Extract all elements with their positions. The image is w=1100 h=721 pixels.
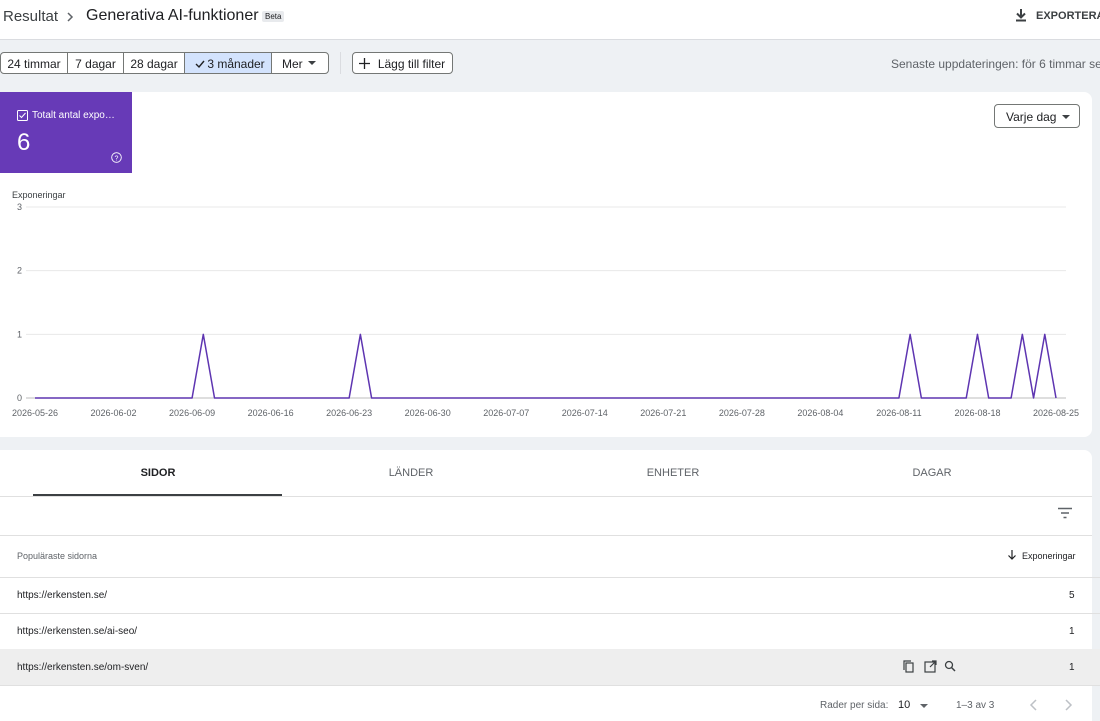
check-icon (195, 60, 205, 69)
table-row[interactable]: https://erkensten.se/ai-seo/ 1 (0, 613, 1100, 650)
page-url: https://erkensten.se/om-sven/ (17, 662, 149, 673)
metric-label: Totalt antal exponeringar (32, 110, 118, 121)
granularity-select[interactable]: Varje dag (994, 104, 1080, 128)
header: Resultat Generativa AI-funktioner Beta E… (0, 0, 1100, 40)
tab[interactable]: DAGAR (912, 467, 952, 479)
chart-card (0, 92, 1092, 437)
x-tick-label: 2026-07-14 (562, 408, 608, 418)
tab[interactable]: LÄNDER (388, 467, 434, 479)
metric-value: 6 (17, 129, 31, 156)
svg-text:?: ? (115, 156, 119, 163)
x-tick-label: 2026-06-23 (326, 408, 372, 418)
tab-indicator (33, 494, 282, 496)
metric-tile[interactable]: Totalt antal exponeringar 6 ? (0, 92, 132, 173)
x-tick-label: 2026-05-26 (12, 408, 58, 418)
download-icon (1016, 9, 1026, 22)
page-title: Generativa AI-funktioner (86, 7, 259, 24)
plus-icon (359, 58, 370, 69)
x-tick-label: 2026-08-04 (797, 408, 843, 418)
range-chip[interactable]: 24 timmar (0, 52, 68, 74)
impressions: 1 (1069, 662, 1075, 673)
x-tick-label: 2026-07-28 (719, 408, 765, 418)
page-nav[interactable] (1028, 699, 1078, 711)
y-tick-label: 0 (17, 393, 22, 403)
beta-badge: Beta (262, 11, 285, 22)
line-chart: Exponeringar 0 1 2 3 2026-05-26 2026-06-02 2026… (12, 190, 1079, 418)
export-button[interactable]: EXPORTERA (1036, 10, 1100, 22)
tab[interactable]: ENHETER (646, 467, 700, 479)
divider (340, 52, 341, 74)
more-chip[interactable]: Mer (271, 52, 329, 74)
range-chip-selected[interactable]: 3 månader (184, 52, 272, 74)
x-tick-label: 2026-08-25 (1033, 408, 1079, 418)
x-tick-label: 2026-08-11 (876, 408, 921, 418)
rows-per-page-value[interactable]: 10 (898, 699, 911, 711)
y-tick-label: 2 (17, 266, 22, 276)
data-line (35, 333, 1057, 399)
column-header: Populäraste sidorna (17, 551, 98, 561)
range-chip[interactable]: 28 dagar (123, 52, 185, 74)
x-tick-label: 2026-06-09 (169, 408, 215, 418)
add-filter-button[interactable]: Lägg till filter (352, 52, 453, 74)
x-tick-label: 2026-08-18 (954, 408, 1000, 418)
table-header: Populäraste sidorna Exponeringar (0, 540, 1100, 578)
breadcrumb[interactable]: Resultat (3, 8, 59, 25)
column-header[interactable]: Exponeringar (1022, 551, 1076, 561)
impressions: 1 (1069, 626, 1075, 637)
dropdown-arrow (920, 704, 928, 708)
filter-icon[interactable] (1058, 507, 1072, 519)
granularity-value: Varje dag (1006, 110, 1057, 124)
page-range: 1–3 av 3 (956, 700, 995, 711)
page-url: https://erkensten.se/ (17, 590, 108, 601)
x-tick-label: 2026-06-16 (248, 408, 294, 418)
x-tick-label: 2026-07-21 (640, 408, 686, 418)
row-actions[interactable] (903, 660, 963, 674)
sort-icon (1008, 550, 1016, 560)
dropdown-arrow (308, 61, 316, 65)
impressions: 5 (1069, 590, 1075, 601)
x-tick-label: 2026-07-07 (483, 408, 529, 418)
x-tick-label: 2026-06-02 (91, 408, 137, 418)
divider (0, 535, 1092, 536)
last-updated: Senaste uppdateringen: för 6 timmar seda… (891, 57, 1100, 71)
table-row-hover[interactable]: https://erkensten.se/om-sven/ 1 (0, 649, 1100, 686)
tab-selected[interactable]: SIDOR (140, 467, 176, 479)
dropdown-arrow (1062, 115, 1070, 119)
rows-per-page-label: Rader per sida: (820, 700, 889, 711)
help-icon: ? (111, 152, 122, 163)
y-tick-label: 3 (17, 202, 22, 212)
chevron (67, 12, 74, 22)
checkbox-icon (17, 110, 28, 121)
table-row[interactable]: https://erkensten.se/ 5 (0, 577, 1100, 614)
x-tick-label: 2026-06-30 (405, 408, 451, 418)
divider (0, 496, 1092, 497)
y-tick-label: 1 (17, 329, 22, 339)
page-url: https://erkensten.se/ai-seo/ (17, 626, 138, 637)
y-axis-label: Exponeringar (12, 190, 66, 200)
range-chip[interactable]: 7 dagar (67, 52, 124, 74)
